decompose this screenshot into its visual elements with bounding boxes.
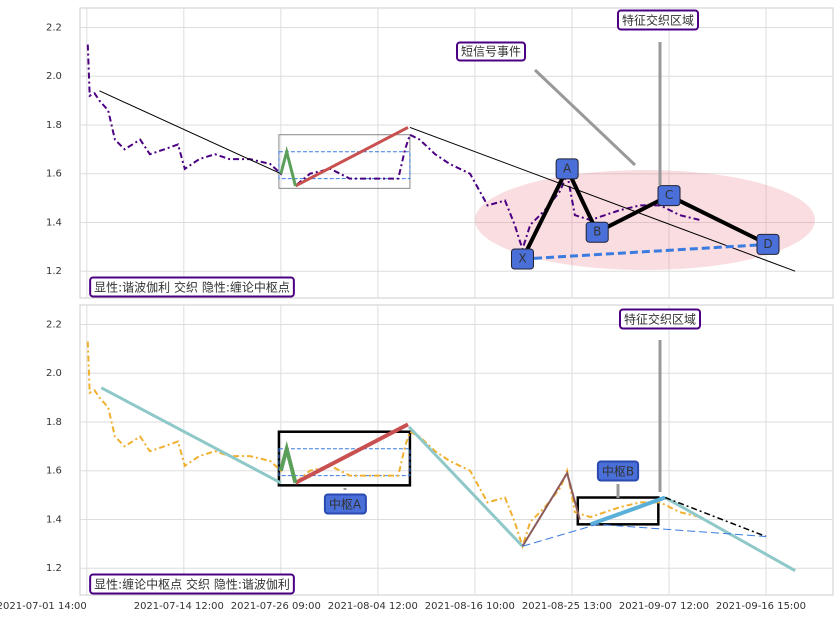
y-tick-label: 1.4 bbox=[46, 514, 62, 525]
point-label: D bbox=[763, 237, 772, 251]
series-line bbox=[294, 126, 409, 188]
x-tick-label: 2021-07-01 14:00 bbox=[0, 601, 87, 612]
annotation: 特征交织区域 bbox=[624, 312, 696, 327]
series-line bbox=[100, 386, 282, 485]
y-tick-label: 1.4 bbox=[46, 217, 62, 228]
series-line bbox=[407, 425, 524, 548]
annotation: 中枢A bbox=[329, 497, 362, 512]
point-label-box bbox=[510, 248, 534, 270]
point-label: A bbox=[563, 161, 572, 175]
point-label: B bbox=[593, 225, 601, 239]
x-tick-label: 2021-07-14 12:00 bbox=[134, 601, 224, 612]
highlight-region bbox=[475, 170, 815, 270]
y-tick-label: 2.2 bbox=[46, 319, 62, 330]
series-line bbox=[664, 496, 767, 538]
panel-note-box bbox=[89, 573, 295, 595]
panel-note-box bbox=[89, 276, 295, 298]
y-tick-label: 2.2 bbox=[46, 22, 62, 33]
x-tick-label: 2021-07-26 09:00 bbox=[231, 601, 321, 612]
annotation-box bbox=[596, 460, 640, 482]
box bbox=[278, 448, 411, 477]
point-label-box bbox=[555, 158, 579, 180]
series-line bbox=[99, 90, 282, 175]
series-line bbox=[521, 470, 581, 547]
point-label: C bbox=[665, 188, 673, 202]
point-label: X bbox=[518, 252, 526, 266]
x-tick-label: 2021-09-16 15:00 bbox=[716, 601, 806, 612]
y-tick-label: 1.2 bbox=[46, 563, 62, 574]
point-label-box bbox=[756, 233, 780, 255]
series-line bbox=[294, 422, 409, 485]
annotation-box bbox=[618, 308, 702, 330]
point-label-box bbox=[585, 221, 609, 243]
series-line bbox=[279, 145, 297, 187]
x-tick-label: 2021-08-16 10:00 bbox=[425, 601, 515, 612]
plot-area bbox=[79, 304, 834, 596]
y-tick-label: 2.0 bbox=[46, 368, 62, 379]
y-tick-label: 1.6 bbox=[46, 169, 62, 180]
annotation-arrow bbox=[533, 68, 637, 167]
y-tick-label: 1.8 bbox=[46, 120, 62, 131]
x-tick-label: 2021-08-25 13:00 bbox=[522, 601, 612, 612]
panel-note: 显性:谐波伽利 交织 隐性:缠论中枢点 bbox=[94, 280, 290, 295]
y-tick-label: 1.6 bbox=[46, 466, 62, 477]
box bbox=[278, 151, 411, 180]
annotation: 特征交织区域 bbox=[622, 13, 694, 28]
y-tick-label: 1.2 bbox=[46, 266, 62, 277]
annotation-box bbox=[455, 41, 527, 62]
x-tick-label: 2021-09-07 12:00 bbox=[619, 601, 709, 612]
annotation-box bbox=[323, 493, 367, 515]
y-tick-label: 1.8 bbox=[46, 417, 62, 428]
y-tick-label: 2.0 bbox=[46, 71, 62, 82]
series-line bbox=[589, 495, 666, 527]
annotation: 中枢B bbox=[602, 464, 634, 479]
point-label-box bbox=[657, 185, 681, 207]
panel-note: 显性:缠论中枢点 交织 隐性:谐波伽利 bbox=[94, 577, 290, 592]
series-line bbox=[278, 440, 298, 484]
annotation: 短信号事件 bbox=[461, 45, 521, 59]
annotation-box bbox=[616, 9, 700, 31]
series-line bbox=[522, 523, 767, 547]
x-tick-label: 2021-08-04 12:00 bbox=[328, 601, 418, 612]
